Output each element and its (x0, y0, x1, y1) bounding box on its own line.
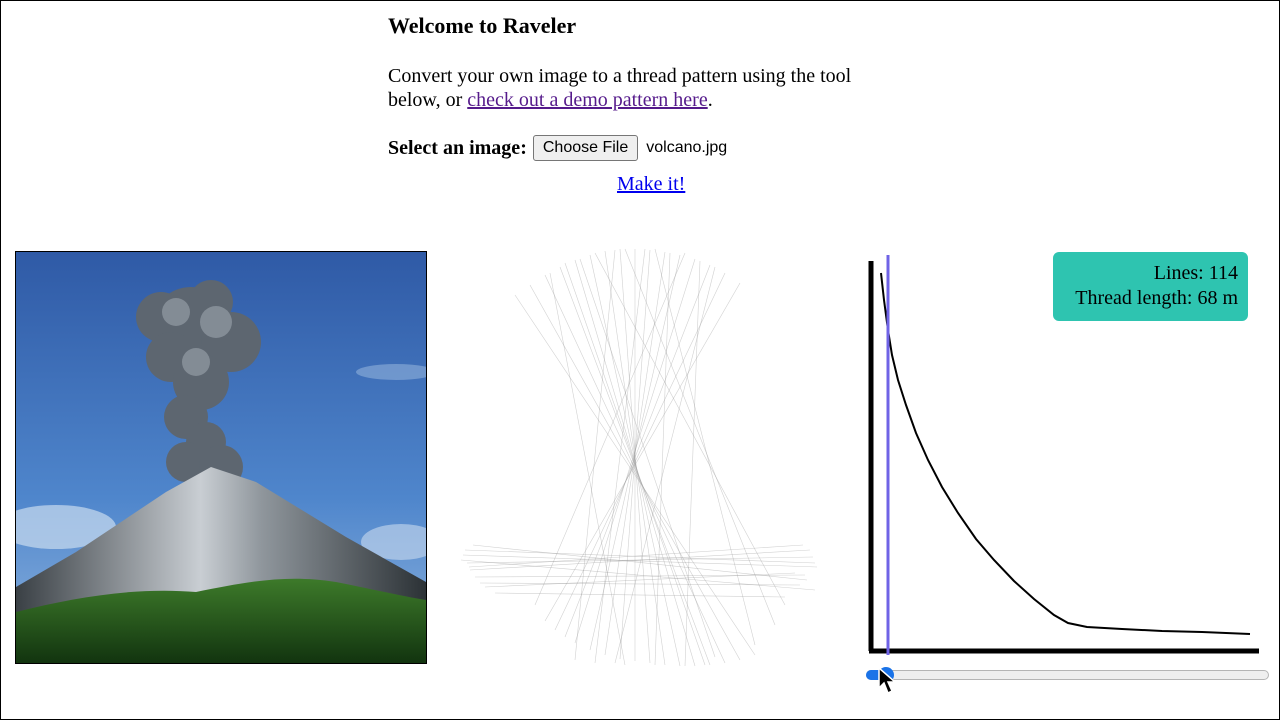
make-it-link[interactable]: Make it! (617, 173, 686, 195)
thread-length: Thread length: 68 m (1075, 287, 1238, 309)
thread-pattern-preview (455, 245, 825, 670)
slider-track[interactable] (866, 670, 1269, 680)
intro-period: . (707, 89, 713, 111)
choose-file-button[interactable]: Choose File (532, 135, 639, 161)
intro-text: Convert your own image to a thread patte… (388, 65, 852, 111)
image-select-row: Select an image: Choose File volcano.jpg (388, 134, 727, 162)
line-count-slider[interactable] (866, 667, 1269, 683)
source-image (15, 251, 427, 664)
page-title: Welcome to Raveler (388, 13, 577, 38)
lines-count: Lines: 114 (1153, 262, 1238, 284)
stats-badge: Lines: 114 Thread length: 68 m (1053, 252, 1248, 321)
intro-description: Convert your own image to a thread patte… (388, 64, 908, 112)
volcano-photo (16, 252, 426, 663)
error-curve-chart (868, 255, 1259, 655)
mouse-pointer-icon (878, 667, 897, 695)
slider-fill (866, 670, 886, 680)
selected-file-name: volcano.jpg (646, 139, 728, 156)
error-curve (880, 272, 1251, 635)
demo-pattern-link[interactable]: check out a demo pattern here (467, 89, 708, 111)
thread-pattern-canvas (460, 248, 818, 667)
error-graph (862, 255, 1267, 660)
select-image-label: Select an image: (388, 136, 527, 159)
intro-section: Welcome to Raveler Convert your own imag… (388, 12, 908, 112)
